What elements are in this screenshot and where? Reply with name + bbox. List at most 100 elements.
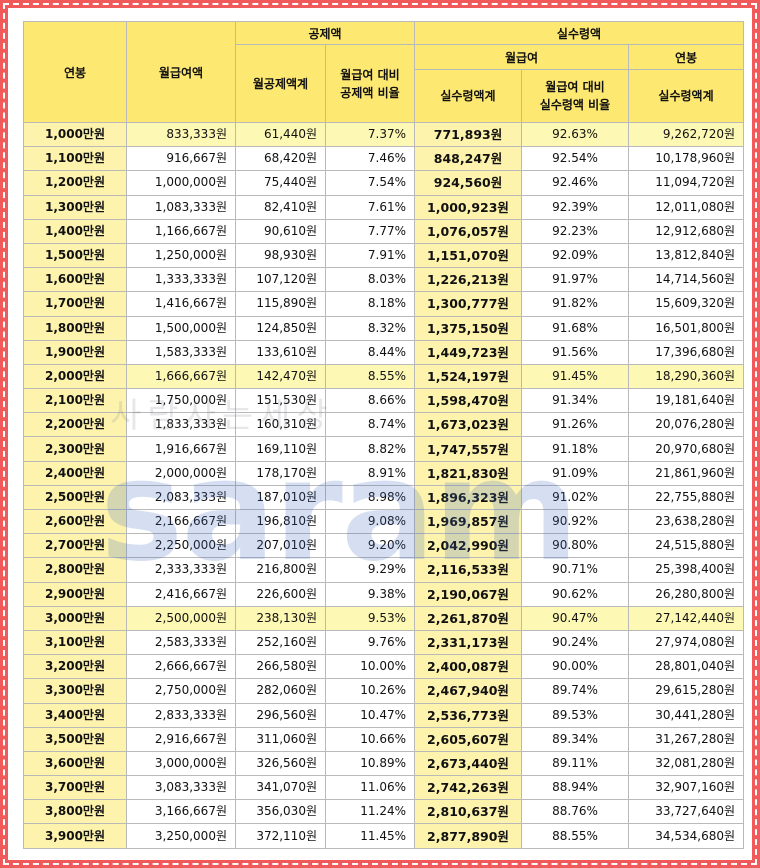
cell-net-ratio: 92.54% bbox=[521, 146, 629, 172]
cell-monthly-net: 1,076,057원 bbox=[414, 218, 522, 244]
cell-net-ratio: 88.94% bbox=[521, 775, 629, 801]
cell-monthly-net: 1,747,557원 bbox=[414, 436, 522, 462]
cell-salary: 1,000만원 bbox=[23, 121, 127, 148]
cell-deduction-ratio: 8.32% bbox=[325, 315, 415, 341]
cell-annual-net: 31,267,280원 bbox=[627, 726, 745, 752]
cell-monthly-gross: 1,750,000원 bbox=[126, 388, 236, 414]
table-row: 2,800만원 2,333,333원 216,800원 9.29% 2,116,533원… bbox=[23, 557, 745, 583]
cell-net-ratio: 91.26% bbox=[521, 412, 629, 438]
table-row: 1,700만원 1,416,667원 115,890원 8.18% 1,300,777원… bbox=[23, 291, 745, 317]
cell-monthly-gross: 2,583,333원 bbox=[126, 629, 236, 656]
cell-net-ratio: 92.63% bbox=[521, 121, 629, 148]
cell-deduction-ratio: 9.53% bbox=[325, 605, 415, 631]
cell-deduction-ratio: 8.55% bbox=[325, 363, 415, 390]
cell-monthly-deduction: 252,160원 bbox=[235, 629, 326, 656]
cell-annual-net: 24,515,880원 bbox=[627, 533, 745, 559]
cell-monthly-net: 2,190,067원 bbox=[414, 581, 522, 607]
cell-monthly-deduction: 216,800원 bbox=[235, 557, 326, 583]
cell-monthly-deduction: 311,060원 bbox=[235, 726, 326, 752]
cell-net-ratio: 90.80% bbox=[521, 533, 629, 559]
cell-annual-net: 34,534,680원 bbox=[627, 823, 745, 849]
cell-monthly-net: 1,598,470원 bbox=[414, 388, 522, 414]
cell-deduction-ratio: 9.20% bbox=[325, 533, 415, 559]
cell-salary: 2,900만원 bbox=[23, 581, 127, 607]
cell-salary: 2,800만원 bbox=[23, 557, 127, 583]
cell-monthly-gross: 1,916,667원 bbox=[126, 436, 236, 462]
cell-deduction-ratio: 9.08% bbox=[325, 508, 415, 535]
cell-annual-net: 29,615,280원 bbox=[627, 678, 745, 704]
cell-monthly-gross: 1,833,333원 bbox=[126, 412, 236, 438]
cell-salary: 1,900만원 bbox=[23, 339, 127, 365]
cell-salary: 1,800만원 bbox=[23, 315, 127, 341]
cell-monthly-deduction: 90,610원 bbox=[235, 218, 326, 244]
cell-deduction-ratio: 8.44% bbox=[325, 339, 415, 365]
cell-monthly-deduction: 75,440원 bbox=[235, 170, 326, 196]
cell-deduction-ratio: 8.18% bbox=[325, 291, 415, 317]
cell-salary: 3,400만원 bbox=[23, 702, 127, 728]
cell-monthly-gross: 1,666,667원 bbox=[126, 363, 236, 390]
cell-monthly-net: 1,300,777원 bbox=[414, 291, 522, 317]
cell-deduction-ratio: 7.91% bbox=[325, 242, 415, 269]
header-net-group: 실수령액 bbox=[413, 21, 745, 45]
cell-net-ratio: 90.00% bbox=[521, 654, 629, 680]
cell-monthly-net: 2,810,637원 bbox=[414, 799, 522, 825]
cell-annual-net: 23,638,280원 bbox=[627, 508, 745, 535]
cell-salary: 2,000만원 bbox=[23, 363, 127, 390]
table-row: 1,100만원 916,667원 68,420원 7.46% 848,247원 92.54… bbox=[23, 146, 745, 172]
cell-salary: 3,200만원 bbox=[23, 654, 127, 680]
cell-salary: 3,300만원 bbox=[23, 678, 127, 704]
cell-monthly-deduction: 196,810원 bbox=[235, 508, 326, 535]
cell-deduction-ratio: 7.37% bbox=[325, 121, 415, 148]
cell-deduction-ratio: 8.03% bbox=[325, 267, 415, 293]
cell-monthly-gross: 2,416,667원 bbox=[126, 581, 236, 607]
cell-monthly-net: 1,673,023원 bbox=[414, 412, 522, 438]
cell-annual-net: 9,262,720원 bbox=[627, 121, 745, 148]
table-row: 3,100만원 2,583,333원 252,160원 9.76% 2,331,173원… bbox=[23, 629, 745, 656]
table-row: 2,200만원 1,833,333원 160,310원 8.74% 1,673,023원… bbox=[23, 412, 745, 438]
cell-monthly-deduction: 226,600원 bbox=[235, 581, 326, 607]
cell-net-ratio: 91.97% bbox=[521, 267, 629, 293]
cell-deduction-ratio: 11.45% bbox=[325, 823, 415, 849]
cell-salary: 3,600만원 bbox=[23, 750, 127, 777]
header-monthly-net-total: 실수령액계 bbox=[414, 69, 522, 123]
cell-monthly-gross: 1,166,667원 bbox=[126, 218, 236, 244]
cell-net-ratio: 91.82% bbox=[521, 291, 629, 317]
cell-monthly-net: 2,116,533원 bbox=[414, 557, 522, 583]
cell-monthly-gross: 2,500,000원 bbox=[126, 605, 236, 631]
cell-salary: 1,400만원 bbox=[23, 218, 127, 244]
cell-annual-net: 32,081,280원 bbox=[627, 750, 745, 777]
cell-annual-net: 27,974,080원 bbox=[627, 629, 745, 656]
cell-monthly-net: 2,467,940원 bbox=[414, 678, 522, 704]
header-monthly-sub: 월급여 bbox=[414, 44, 629, 70]
cell-net-ratio: 89.11% bbox=[521, 750, 629, 777]
cell-net-ratio: 92.46% bbox=[521, 170, 629, 196]
cell-monthly-net: 2,536,773원 bbox=[414, 702, 522, 728]
cell-monthly-gross: 2,166,667원 bbox=[126, 508, 236, 535]
cell-salary: 1,500만원 bbox=[23, 242, 127, 269]
cell-monthly-deduction: 82,410원 bbox=[235, 194, 326, 220]
cell-monthly-gross: 2,833,333원 bbox=[126, 702, 236, 728]
cell-monthly-net: 1,896,323원 bbox=[414, 484, 522, 511]
header-annual-net-total: 실수령액계 bbox=[627, 69, 745, 123]
table-row: 3,900만원 3,250,000원 372,110원 11.45% 2,877,890… bbox=[23, 823, 745, 849]
cell-annual-net: 12,912,680원 bbox=[627, 218, 745, 244]
cell-annual-net: 18,290,360원 bbox=[627, 363, 745, 390]
cell-annual-net: 10,178,960원 bbox=[627, 146, 745, 172]
table-row: 1,600만원 1,333,333원 107,120원 8.03% 1,226,213원… bbox=[23, 267, 745, 293]
cell-net-ratio: 90.71% bbox=[521, 557, 629, 583]
cell-salary: 2,400만원 bbox=[23, 460, 127, 486]
cell-monthly-gross: 1,083,333원 bbox=[126, 194, 236, 220]
cell-monthly-gross: 2,750,000원 bbox=[126, 678, 236, 704]
cell-salary: 2,500만원 bbox=[23, 484, 127, 511]
cell-deduction-ratio: 9.38% bbox=[325, 581, 415, 607]
cell-monthly-deduction: 326,560원 bbox=[235, 750, 326, 777]
table-row: 3,300만원 2,750,000원 282,060원 10.26% 2,467,940… bbox=[23, 678, 745, 704]
cell-deduction-ratio: 7.54% bbox=[325, 170, 415, 196]
cell-monthly-deduction: 124,850원 bbox=[235, 315, 326, 341]
cell-monthly-net: 2,742,263원 bbox=[414, 775, 522, 801]
table-row: 1,200만원 1,000,000원 75,440원 7.54% 924,560원 92.… bbox=[23, 170, 745, 196]
cell-annual-net: 27,142,440원 bbox=[627, 605, 745, 631]
cell-monthly-deduction: 356,030원 bbox=[235, 799, 326, 825]
cell-deduction-ratio: 8.66% bbox=[325, 388, 415, 414]
cell-salary: 3,900만원 bbox=[23, 823, 127, 849]
